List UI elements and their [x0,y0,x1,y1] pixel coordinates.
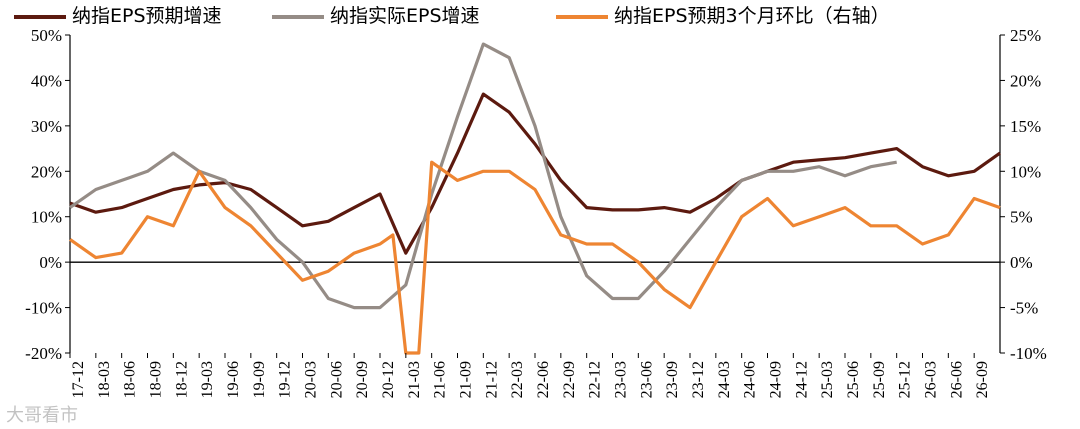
x-tick-label: 23-09 [664,361,681,398]
x-tick-label: 25-12 [897,361,914,398]
right-tick-label: -5% [1010,299,1038,318]
right-tick-label: 15% [1010,117,1041,136]
x-tick-label: 22-12 [587,361,604,398]
x-tick-label: 20-03 [302,361,319,398]
legend-item-actual: 纳指实际EPS增速 [272,4,480,28]
x-tick-label: 26-03 [922,361,939,398]
left-tick-label: 0% [39,253,62,272]
x-tick-label: 23-06 [638,361,655,398]
legend-swatch-mom [556,14,608,19]
legend-swatch-actual [272,14,324,19]
x-tick-label: 18-09 [147,361,164,398]
x-tick-label: 26-06 [948,361,965,398]
left-axis-ticks: 50% 40% 30% 20% 10% 0% -10% -20% [25,26,70,363]
x-tick-label: 22-09 [561,361,578,398]
x-tick-label: 18-03 [96,361,113,398]
right-tick-label: 10% [1010,162,1041,181]
legend: 纳指EPS预期增速 纳指实际EPS增速 纳指EPS预期3个月环比（右轴） [0,2,1080,30]
x-tick-label: 21-03 [406,361,423,398]
series-lines [69,42,1001,355]
x-tick-label: 21-09 [457,361,474,398]
legend-item-mom: 纳指EPS预期3个月环比（右轴） [556,4,890,28]
legend-label-mom: 纳指EPS预期3个月环比（右轴） [614,5,890,27]
actual-eps-growth-line [69,42,897,310]
left-tick-label: 40% [31,71,62,90]
x-tick-label: 20-12 [380,361,397,398]
x-tick-label: 25-09 [871,361,888,398]
x-tick-label: 25-03 [819,361,836,398]
x-tick-label: 18-06 [122,361,139,398]
x-tick-label: 24-12 [793,361,810,398]
x-tick-label: 20-09 [354,361,371,398]
x-tick-label: 20-06 [328,361,345,398]
x-tick-label: 17-12 [70,361,87,398]
left-tick-label: 20% [31,162,62,181]
legend-swatch-forecast [14,14,66,19]
legend-item-forecast: 纳指EPS预期增速 [14,4,222,28]
x-tick-label: 22-06 [535,361,552,398]
x-tick-label: 19-09 [251,361,268,398]
x-tick-label: 18-12 [173,361,190,398]
x-tick-label: 26-09 [974,361,991,398]
eps-3m-change-line [69,160,1001,355]
x-axis-ticks: 17-12 18-03 18-06 18-09 18-12 19-03 19-06 19-09… [69,353,991,398]
right-tick-label: 20% [1010,71,1041,90]
right-tick-label: -10% [1010,344,1047,363]
left-tick-label: -20% [25,344,62,363]
left-tick-label: 30% [31,117,62,136]
right-tick-label: 5% [1010,208,1033,227]
axes [69,35,1001,353]
right-axis-ticks: 25% 20% 15% 10% 5% 0% -5% -10% [1000,26,1047,363]
x-tick-label: 25-06 [845,361,862,398]
x-tick-label: 19-03 [199,361,216,398]
left-tick-label: 10% [31,208,62,227]
x-tick-label: 21-06 [432,361,449,398]
x-tick-label: 21-12 [483,361,500,398]
x-tick-label: 23-03 [612,361,629,398]
x-tick-label: 19-12 [277,361,294,398]
watermark: 大哥看市 [6,405,78,426]
x-tick-label: 24-09 [767,361,784,398]
right-tick-label: 25% [1010,26,1041,45]
x-tick-label: 23-12 [690,361,707,398]
legend-label-actual: 纳指实际EPS增速 [330,5,480,27]
left-tick-label: -10% [25,299,62,318]
legend-label-forecast: 纳指EPS预期增速 [72,5,222,27]
x-tick-label: 24-06 [742,361,759,398]
x-tick-label: 22-03 [509,361,526,398]
right-tick-label: 0% [1010,253,1033,272]
x-tick-label: 24-03 [716,361,733,398]
x-tick-label: 19-06 [225,361,242,398]
left-tick-label: 50% [31,26,62,45]
